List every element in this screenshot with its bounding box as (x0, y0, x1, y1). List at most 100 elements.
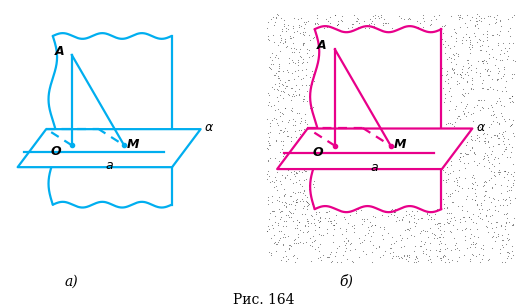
Point (507, 76, 516, 81)
Point (431, 145, 440, 150)
Point (369, 214, 377, 219)
Point (293, 197, 301, 202)
Point (488, 185, 496, 189)
Point (342, 228, 350, 233)
Point (371, 12, 380, 17)
Point (337, 19, 346, 24)
Point (366, 98, 374, 103)
Point (292, 83, 300, 88)
Point (444, 221, 452, 226)
Point (481, 150, 489, 155)
Point (270, 233, 278, 238)
Point (415, 105, 423, 110)
Point (430, 236, 438, 241)
Point (420, 79, 429, 84)
Point (367, 233, 375, 238)
Point (472, 15, 480, 20)
Point (390, 125, 398, 130)
Point (296, 54, 305, 59)
Point (439, 31, 448, 36)
Point (447, 216, 456, 221)
Point (335, 186, 343, 191)
Point (271, 107, 280, 112)
Point (438, 37, 447, 42)
Point (322, 197, 331, 202)
Point (347, 155, 356, 160)
Point (318, 185, 326, 190)
Point (438, 41, 447, 46)
Point (300, 204, 308, 209)
Point (442, 210, 451, 215)
Point (424, 258, 432, 262)
Point (415, 47, 423, 52)
Point (413, 103, 421, 107)
Point (304, 219, 313, 223)
Point (406, 192, 414, 196)
Point (314, 21, 323, 26)
Point (483, 152, 492, 157)
Point (388, 26, 397, 31)
Point (388, 48, 397, 53)
Point (439, 255, 448, 260)
Point (375, 116, 383, 121)
Point (298, 212, 306, 216)
Point (486, 134, 495, 139)
Point (464, 90, 473, 95)
Point (299, 240, 307, 245)
Point (426, 241, 434, 246)
Point (391, 239, 400, 244)
Point (446, 219, 455, 223)
Point (335, 189, 343, 194)
Point (406, 39, 414, 44)
Point (277, 139, 285, 144)
Point (305, 82, 314, 87)
Point (413, 184, 421, 188)
Point (487, 226, 496, 231)
Point (328, 48, 336, 53)
Point (477, 246, 485, 251)
Point (485, 56, 493, 61)
Point (360, 19, 369, 24)
Point (281, 106, 289, 111)
Point (356, 46, 364, 51)
Point (449, 26, 458, 31)
Point (343, 168, 352, 173)
Point (406, 115, 414, 120)
Point (372, 149, 380, 154)
Point (322, 110, 330, 115)
Point (312, 63, 320, 68)
Point (374, 243, 383, 248)
Point (291, 259, 299, 264)
Point (434, 226, 442, 231)
Point (341, 126, 350, 131)
Point (263, 168, 272, 173)
Point (383, 61, 392, 66)
Point (376, 182, 385, 187)
Point (285, 165, 294, 170)
Point (483, 132, 492, 137)
Point (401, 76, 409, 81)
Point (332, 57, 341, 62)
Point (479, 77, 487, 82)
Point (378, 213, 386, 218)
Point (506, 154, 514, 159)
Point (275, 68, 284, 73)
Point (334, 37, 343, 42)
Point (324, 129, 332, 134)
Point (412, 220, 421, 225)
Point (484, 67, 493, 72)
Point (383, 138, 392, 143)
Point (351, 94, 359, 99)
Point (368, 83, 376, 87)
Point (335, 144, 344, 149)
Point (473, 19, 481, 24)
Point (290, 29, 298, 34)
Point (463, 79, 472, 84)
Point (476, 44, 484, 49)
Point (286, 243, 295, 247)
Point (270, 213, 279, 218)
Point (356, 56, 365, 61)
Point (477, 98, 485, 103)
Point (393, 111, 401, 116)
Point (275, 65, 283, 70)
